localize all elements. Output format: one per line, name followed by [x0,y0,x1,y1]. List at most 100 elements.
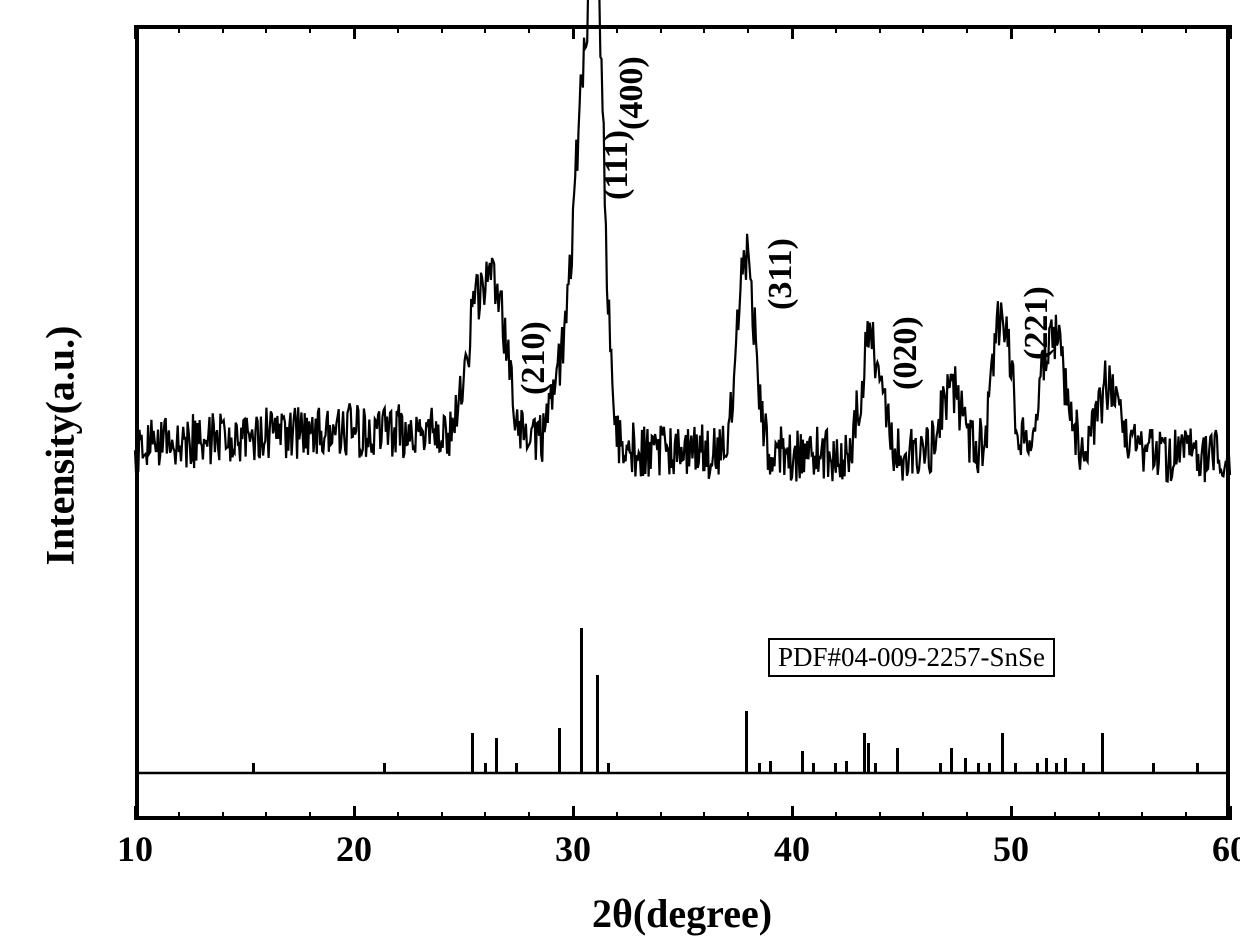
x-tick-major [572,806,575,820]
x-tick-minor-top [747,25,749,33]
x-tick-label: 10 [117,828,153,870]
reference-bar [1196,763,1199,773]
x-tick-major [353,806,356,820]
reference-bar [1045,758,1048,773]
x-tick-minor-top [660,25,662,33]
x-tick-minor [484,812,486,820]
x-tick-major-top [791,25,794,39]
x-tick-minor-top [484,25,486,33]
x-tick-minor-top [178,25,180,33]
x-tick-minor-top [616,25,618,33]
x-axis-label: 2θ(degree) [562,890,802,937]
x-tick-label: 50 [993,828,1029,870]
reference-bar [607,763,610,773]
x-tick-minor-top [879,25,881,33]
x-tick-minor [703,812,705,820]
x-tick-major-top [134,25,137,39]
reference-bar [580,628,583,773]
reference-bar [977,763,980,773]
peak-label: (020) [887,316,925,390]
x-tick-minor-top [1098,25,1100,33]
reference-bar [834,763,837,773]
reference-bar [964,758,967,773]
legend-text: PDF#04-009-2257-SnSe [778,642,1045,672]
reference-bar [988,763,991,773]
reference-bar [769,761,772,773]
x-tick-minor [747,812,749,820]
legend-box: PDF#04-009-2257-SnSe [768,638,1055,677]
x-tick-minor-top [309,25,311,33]
reference-bar [801,751,804,773]
x-tick-minor [616,812,618,820]
reference-bar [252,763,255,773]
x-tick-major [134,806,137,820]
x-tick-major-top [572,25,575,39]
x-tick-major [1010,806,1013,820]
x-tick-label: 30 [555,828,591,870]
reference-bar [950,748,953,773]
x-tick-minor [835,812,837,820]
reference-bar [896,748,899,773]
reference-bar [495,738,498,773]
x-tick-minor [922,812,924,820]
x-tick-major [791,806,794,820]
x-tick-label: 20 [336,828,372,870]
x-tick-major-top [1010,25,1013,39]
peak-label: (311) [762,238,800,310]
x-tick-minor-top [922,25,924,33]
reference-bar [874,763,877,773]
x-tick-minor [879,812,881,820]
reference-bar [939,763,942,773]
reference-bar [596,675,599,773]
x-tick-label: 60 [1212,828,1240,870]
peak-label: (210) [515,321,553,395]
x-tick-minor-top [528,25,530,33]
x-tick-major [1229,806,1232,820]
x-tick-minor-top [397,25,399,33]
reference-bar [383,763,386,773]
reference-bar [1082,763,1085,773]
reference-bar [1036,763,1039,773]
x-tick-minor [528,812,530,820]
reference-bar [758,763,761,773]
reference-bar [558,728,561,773]
x-tick-minor [441,812,443,820]
x-tick-minor [1185,812,1187,820]
reference-bar [1055,763,1058,773]
reference-bar [867,743,870,773]
x-tick-minor-top [1185,25,1187,33]
reference-bar [845,761,848,773]
x-tick-minor-top [222,25,224,33]
x-tick-minor [397,812,399,820]
x-tick-minor-top [441,25,443,33]
x-tick-minor [222,812,224,820]
peak-label: (111) [598,130,636,200]
xrd-chart: Intensity(a.u.) 2θ(degree) PDF#04-009-22… [0,0,1240,938]
xrd-trace [135,0,1230,482]
x-tick-minor-top [1054,25,1056,33]
y-axis-label: Intensity(a.u.) [37,286,84,606]
x-tick-minor-top [835,25,837,33]
x-tick-minor-top [703,25,705,33]
reference-bar [812,763,815,773]
x-tick-minor-top [1141,25,1143,33]
peak-label: (400) [613,56,651,130]
x-tick-minor [1098,812,1100,820]
x-tick-label: 40 [774,828,810,870]
reference-bar [1152,763,1155,773]
x-tick-minor [660,812,662,820]
peak-label: (221) [1018,286,1056,360]
x-tick-minor [309,812,311,820]
reference-bar [471,733,474,773]
x-tick-major-top [1229,25,1232,39]
reference-bar [745,711,748,773]
reference-bar [1014,763,1017,773]
reference-bar [1101,733,1104,773]
reference-bar [1064,758,1067,773]
reference-bar [484,763,487,773]
reference-bar [863,733,866,773]
x-tick-major-top [353,25,356,39]
x-tick-minor [1054,812,1056,820]
x-tick-minor-top [966,25,968,33]
x-tick-minor [966,812,968,820]
